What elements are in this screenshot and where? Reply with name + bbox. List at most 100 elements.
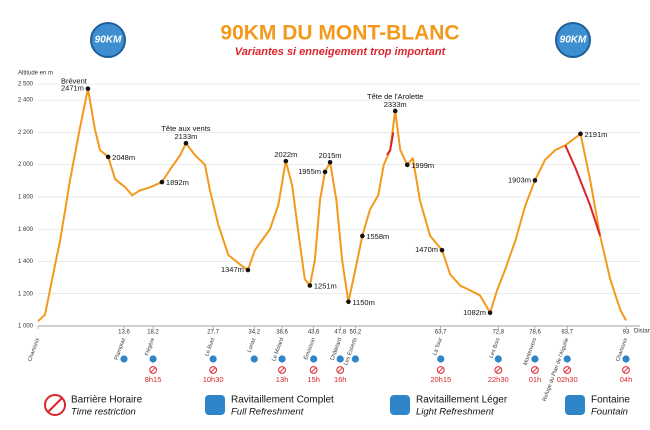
time-label: 01h bbox=[529, 375, 542, 384]
x-tick-label: 63,7 bbox=[435, 330, 447, 336]
annotation-label: 2022m bbox=[274, 150, 297, 159]
legend-label-en: Fountain bbox=[591, 407, 628, 418]
time-icon-bar bbox=[564, 367, 570, 373]
x-tick-label: 34,2 bbox=[248, 330, 260, 336]
legend-icon bbox=[565, 395, 585, 415]
time-label: 10h30 bbox=[203, 375, 224, 384]
time-icon-bar bbox=[279, 367, 285, 373]
time-icon-bar bbox=[438, 367, 444, 373]
annotation-point bbox=[105, 154, 111, 160]
refreshment-icon bbox=[310, 355, 318, 363]
legend-icon bbox=[390, 395, 410, 415]
refreshment-icon bbox=[278, 355, 286, 363]
legend-label-en: Light Refreshment bbox=[416, 407, 494, 418]
annotation-label: 1903m bbox=[508, 175, 531, 184]
time-icon-bar bbox=[210, 367, 216, 373]
refreshment-icon bbox=[531, 355, 539, 363]
y-tick-label: 1 600 bbox=[18, 227, 34, 233]
refreshment-icon bbox=[149, 355, 157, 363]
x-tick-label: 83,7 bbox=[561, 330, 573, 336]
time-label: 20h15 bbox=[430, 375, 451, 384]
annotation-label: 1251m bbox=[314, 281, 337, 290]
time-label: 13h bbox=[276, 375, 289, 384]
annotation-label: 2191m bbox=[584, 130, 607, 139]
time-label: 02h30 bbox=[557, 375, 578, 384]
annotation-point bbox=[245, 267, 251, 273]
y-axis-label: Altitude en m bbox=[18, 71, 53, 77]
y-tick-label: 1 000 bbox=[18, 324, 34, 330]
time-label: 8h15 bbox=[145, 375, 162, 384]
time-label: 22h30 bbox=[488, 375, 509, 384]
checkpoint-name: Le Buet bbox=[204, 337, 216, 357]
annotation-point bbox=[307, 283, 313, 288]
legend-label: Fontaine bbox=[591, 395, 630, 406]
annotation-label: 1892m bbox=[166, 178, 189, 187]
annotation-point bbox=[532, 178, 538, 183]
legend-label: Barrière Horaire bbox=[71, 395, 143, 406]
y-tick-label: 2 400 bbox=[18, 98, 34, 104]
refreshment-icon bbox=[494, 355, 502, 363]
refreshment-icon bbox=[336, 355, 344, 363]
annotation-label: 2333m bbox=[384, 100, 407, 109]
x-tick-label: 38,6 bbox=[276, 330, 288, 336]
logo-text: 90KM bbox=[560, 35, 587, 46]
annotation-point bbox=[404, 162, 410, 168]
annotation-name: Tête aux vents bbox=[161, 124, 210, 133]
time-icon-bar bbox=[150, 367, 156, 373]
annotation-label: 2048m bbox=[112, 153, 135, 162]
annotation-name: Tête de l'Arolette bbox=[367, 92, 423, 101]
refreshment-icon bbox=[250, 355, 258, 363]
annotation-label: 1470m bbox=[415, 245, 438, 254]
checkpoint-name: La Tour bbox=[432, 337, 444, 356]
time-icon-bar bbox=[311, 367, 317, 373]
annotation-label: 2133m bbox=[174, 132, 197, 141]
annotation-label: 2471m bbox=[61, 84, 84, 93]
time-label: 04h bbox=[620, 375, 633, 384]
time-icon-bar bbox=[337, 367, 343, 373]
annotation-point bbox=[327, 159, 333, 165]
legend-label-en: Time restriction bbox=[71, 407, 136, 418]
x-tick-label: 43,6 bbox=[308, 330, 320, 336]
annotation-point bbox=[183, 140, 189, 146]
checkpoint-name: Loriaz bbox=[247, 337, 258, 353]
annotation-point bbox=[322, 169, 328, 175]
x-tick-label: 78,6 bbox=[529, 330, 541, 336]
legend-label: Ravitaillement Léger bbox=[416, 395, 508, 406]
x-tick-label: 27,7 bbox=[207, 330, 219, 336]
legend-icon-bar bbox=[47, 397, 63, 413]
x-axis-label: Distance en km bbox=[634, 329, 650, 335]
annotation-label: 1082m bbox=[463, 308, 486, 317]
variant-segment bbox=[564, 144, 602, 237]
time-icon-bar bbox=[495, 367, 501, 373]
annotation-label: 1150m bbox=[352, 298, 374, 307]
annotation-label: 1999m bbox=[411, 161, 434, 170]
y-tick-label: 1 800 bbox=[18, 195, 34, 201]
annotation-point bbox=[439, 247, 445, 253]
x-tick-label: 72,8 bbox=[492, 330, 504, 336]
annotation-label: 1955m bbox=[298, 167, 321, 176]
refreshment-icon bbox=[437, 355, 445, 363]
chart-subtitle: Variantes si enneigement trop important bbox=[235, 46, 447, 58]
x-tick-label: 13,6 bbox=[118, 330, 130, 336]
checkpoint-name: Flégère bbox=[144, 337, 156, 357]
x-tick-label: 47,8 bbox=[334, 330, 346, 336]
refreshment-icon bbox=[622, 355, 630, 363]
y-tick-label: 1 200 bbox=[18, 291, 34, 297]
x-tick-label: 50,2 bbox=[350, 330, 362, 336]
x-tick-label: 18,2 bbox=[147, 330, 159, 336]
refreshment-icon bbox=[563, 355, 571, 363]
legend-icon bbox=[205, 395, 225, 415]
annotation-point bbox=[578, 131, 583, 137]
checkpoint-name: Chamonix bbox=[27, 337, 41, 363]
refreshment-icon bbox=[120, 355, 128, 363]
annotation-point bbox=[85, 86, 91, 91]
annotation-point bbox=[283, 158, 289, 164]
annotation-point bbox=[487, 310, 493, 316]
logo-right: 90KM bbox=[555, 22, 591, 58]
y-tick-label: 2 500 bbox=[18, 82, 34, 88]
time-label: 15h bbox=[307, 375, 320, 384]
variant-segment bbox=[386, 132, 395, 156]
time-icon-bar bbox=[532, 367, 538, 373]
logo-text: 90KM bbox=[95, 35, 122, 46]
